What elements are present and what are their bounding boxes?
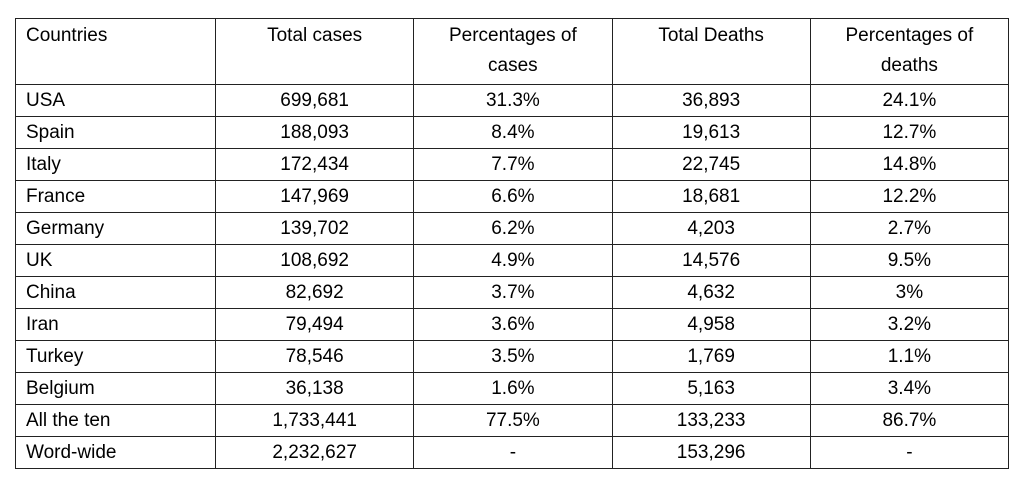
table-row: USA 699,681 31.3% 36,893 24.1% [15, 84, 1010, 117]
cell-country: UK [15, 244, 216, 277]
cell-percent-deaths: 12.2% [809, 180, 1010, 213]
cell-country: All the ten [15, 404, 216, 437]
cell-total-deaths: 153,296 [611, 436, 811, 469]
cell-total-deaths: 1,769 [611, 340, 811, 373]
cell-percent-cases: 6.6% [413, 180, 613, 213]
cell-percent-cases: 4.9% [413, 244, 613, 277]
cell-percent-deaths: 12.7% [809, 116, 1010, 149]
cell-total-cases: 108,692 [214, 244, 415, 277]
cell-total-deaths: 36,893 [611, 84, 811, 117]
header-percent-deaths: Percentages of deaths [809, 18, 1010, 85]
cell-percent-deaths: 24.1% [809, 84, 1010, 117]
cell-total-cases: 79,494 [214, 308, 415, 341]
cell-percent-deaths: 3.4% [809, 372, 1010, 405]
table-row: Italy 172,434 7.7% 22,745 14.8% [15, 148, 1010, 181]
covid-statistics-table: Countries Total cases Percentages of cas… [15, 18, 1010, 469]
header-row: Countries Total cases Percentages of cas… [15, 18, 1010, 85]
header-countries: Countries [15, 18, 216, 85]
cell-total-cases: 147,969 [214, 180, 415, 213]
cell-country: Germany [15, 212, 216, 245]
table-row: Germany 139,702 6.2% 4,203 2.7% [15, 212, 1010, 245]
cell-percent-deaths: 1.1% [809, 340, 1010, 373]
cell-percent-deaths: 3% [809, 276, 1010, 309]
cell-total-deaths: 19,613 [611, 116, 811, 149]
cell-country: Spain [15, 116, 216, 149]
header-total-deaths: Total Deaths [611, 18, 811, 85]
cell-country: Word-wide [15, 436, 216, 469]
cell-percent-cases: 1.6% [413, 372, 613, 405]
cell-country: France [15, 180, 216, 213]
table-row: China 82,692 3.7% 4,632 3% [15, 276, 1010, 309]
cell-percent-cases: 6.2% [413, 212, 613, 245]
cell-total-deaths: 22,745 [611, 148, 811, 181]
cell-total-cases: 78,546 [214, 340, 415, 373]
cell-percent-cases: 3.7% [413, 276, 613, 309]
cell-percent-cases: 8.4% [413, 116, 613, 149]
cell-total-cases: 188,093 [214, 116, 415, 149]
cell-country: China [15, 276, 216, 309]
cell-total-cases: 2,232,627 [214, 436, 415, 469]
cell-percent-cases: 7.7% [413, 148, 613, 181]
cell-percent-cases: - [413, 436, 613, 469]
cell-percent-deaths: - [809, 436, 1010, 469]
table-row: UK 108,692 4.9% 14,576 9.5% [15, 244, 1010, 277]
cell-percent-deaths: 86.7% [809, 404, 1010, 437]
cell-total-cases: 82,692 [214, 276, 415, 309]
cell-total-deaths: 4,203 [611, 212, 811, 245]
table-row: All the ten 1,733,441 77.5% 133,233 86.7% [15, 404, 1010, 437]
header-percent-cases: Percentages of cases [413, 18, 613, 85]
cell-country: Belgium [15, 372, 216, 405]
table-row: Turkey 78,546 3.5% 1,769 1.1% [15, 340, 1010, 373]
cell-percent-deaths: 3.2% [809, 308, 1010, 341]
cell-total-deaths: 133,233 [611, 404, 811, 437]
cell-total-deaths: 4,632 [611, 276, 811, 309]
table-row: Spain 188,093 8.4% 19,613 12.7% [15, 116, 1010, 149]
cell-percent-deaths: 2.7% [809, 212, 1010, 245]
cell-percent-cases: 77.5% [413, 404, 613, 437]
cell-percent-deaths: 14.8% [809, 148, 1010, 181]
cell-total-deaths: 4,958 [611, 308, 811, 341]
cell-country: Turkey [15, 340, 216, 373]
cell-total-deaths: 14,576 [611, 244, 811, 277]
cell-country: USA [15, 84, 216, 117]
cell-total-cases: 139,702 [214, 212, 415, 245]
cell-total-cases: 699,681 [214, 84, 415, 117]
cell-total-cases: 36,138 [214, 372, 415, 405]
cell-total-deaths: 5,163 [611, 372, 811, 405]
cell-percent-deaths: 9.5% [809, 244, 1010, 277]
header-total-cases: Total cases [214, 18, 415, 85]
table-row: Belgium 36,138 1.6% 5,163 3.4% [15, 372, 1010, 405]
table-row: Word-wide 2,232,627-153,296- [15, 436, 1010, 469]
cell-country: Iran [15, 308, 216, 341]
cell-total-cases: 172,434 [214, 148, 415, 181]
table-row: Iran 79,494 3.6% 4,958 3.2% [15, 308, 1010, 341]
cell-percent-cases: 3.5% [413, 340, 613, 373]
table-row: France 147,969 6.6% 18,681 12.2% [15, 180, 1010, 213]
cell-percent-cases: 31.3% [413, 84, 613, 117]
cell-total-cases: 1,733,441 [214, 404, 415, 437]
cell-percent-cases: 3.6% [413, 308, 613, 341]
cell-country: Italy [15, 148, 216, 181]
cell-total-deaths: 18,681 [611, 180, 811, 213]
